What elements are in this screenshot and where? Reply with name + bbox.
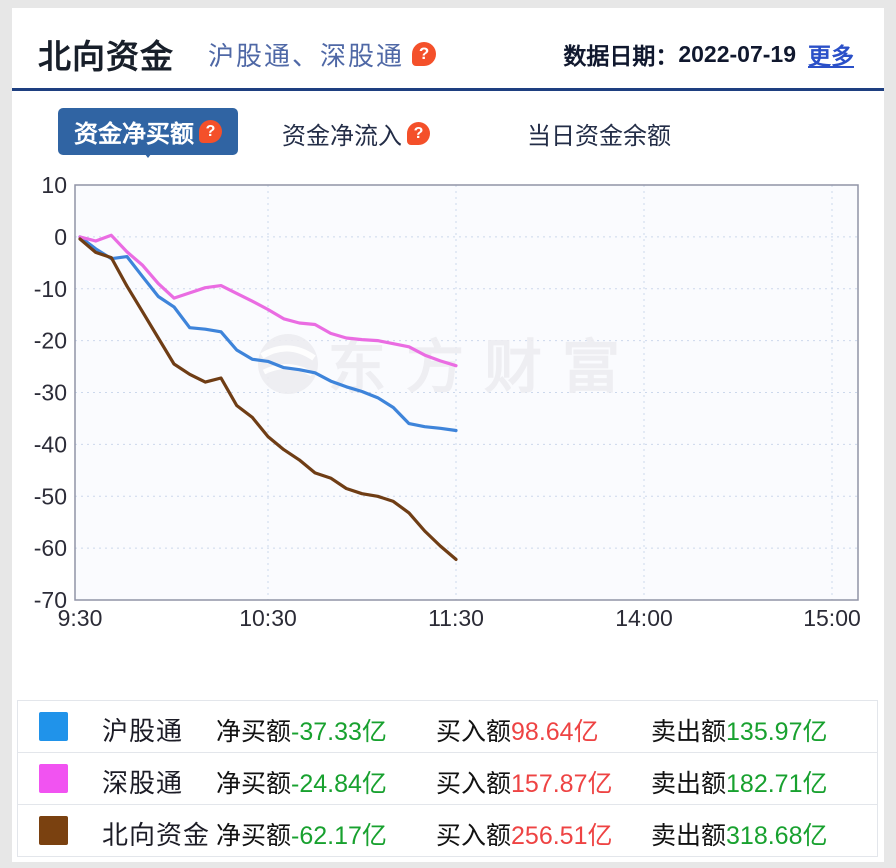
- svg-text:10:30: 10:30: [239, 605, 297, 631]
- series-name: 深股通: [102, 768, 184, 798]
- header: 北向资金 沪股通、深股通 ? 数据日期： 2022-07-19 更多: [12, 8, 884, 80]
- question-mark-icon[interactable]: ?: [407, 122, 430, 145]
- watermark-eastmoney: 东方财富: [258, 334, 640, 400]
- series-line-hugutong: [78, 235, 458, 433]
- svg-text:10: 10: [41, 176, 67, 198]
- svg-text:9:30: 9:30: [58, 605, 103, 631]
- tab-bar: 资金净买额 ? 资金净流入 ? 当日资金余额: [12, 108, 884, 170]
- header-divider: [12, 88, 884, 91]
- sell-stat: 卖出额135.97亿: [651, 718, 828, 746]
- buy-stat: 买入额256.51亿: [436, 822, 613, 850]
- sell-value: 318.68亿: [726, 822, 828, 850]
- series-swatch: [39, 764, 68, 793]
- tab-label: 资金净流入: [282, 123, 402, 150]
- tab-net-inflow[interactable]: 资金净流入 ?: [282, 116, 430, 151]
- svg-text:-10: -10: [34, 276, 67, 302]
- series-line-beixiang: [78, 237, 458, 561]
- page-title: 北向资金: [38, 38, 174, 75]
- question-mark-icon[interactable]: ?: [412, 42, 437, 66]
- page-subtitle: 沪股通、深股通: [208, 40, 405, 71]
- buy-value: 98.64亿: [511, 718, 599, 746]
- svg-text:15:00: 15:00: [803, 605, 861, 631]
- buy-stat: 买入额157.87亿: [436, 770, 613, 798]
- capital-flow-chart: 东方财富 10 0 -10 -20 -30 -40 -50 -60 -70 9:30 10:30 11:…: [16, 176, 880, 640]
- buy-value: 157.87亿: [511, 770, 613, 798]
- svg-text:-60: -60: [34, 535, 67, 561]
- question-mark-icon[interactable]: ?: [199, 120, 222, 143]
- svg-text:-30: -30: [34, 380, 67, 406]
- svg-text:14:00: 14:00: [615, 605, 673, 631]
- legend-row-beixiang: 北向资金 净买额-62.17亿 买入额256.51亿 卖出额318.68亿: [18, 805, 877, 856]
- line-chart-svg: 东方财富 10 0 -10 -20 -30 -40 -50 -60 -709:30 10:30 11:…: [34, 176, 861, 631]
- sell-value: 182.71亿: [726, 770, 828, 798]
- tab-net-buy-amount[interactable]: 资金净买额 ?: [58, 108, 238, 158]
- tab-daily-balance[interactable]: 当日资金余额: [527, 116, 671, 151]
- series-swatch: [39, 712, 68, 741]
- tab-label: 资金净买额: [74, 121, 194, 148]
- net-buy-stat: 净买额-24.84亿: [216, 770, 387, 798]
- series-name: 沪股通: [102, 716, 184, 746]
- y-axis-labels: 10 0 -10 -20 -30 -40 -50 -60 -70: [34, 176, 67, 613]
- more-link[interactable]: 更多: [808, 43, 854, 69]
- sell-stat: 卖出额182.71亿: [651, 770, 828, 798]
- svg-text:-70: -70: [34, 587, 67, 613]
- legend-row-shengutong: 深股通 净买额-24.84亿 买入额157.87亿 卖出额182.71亿: [18, 753, 877, 805]
- series-name: 北向资金: [102, 820, 211, 850]
- x-axis-labels: 9:30 10:30 11:30 14:00 15:00: [58, 605, 861, 631]
- buy-stat: 买入额98.64亿: [436, 718, 599, 746]
- svg-text:11:30: 11:30: [428, 605, 484, 631]
- plot-border: [74, 184, 859, 601]
- buy-value: 256.51亿: [511, 822, 613, 850]
- date-label: 数据日期：: [563, 43, 679, 69]
- svg-text:-40: -40: [34, 431, 67, 457]
- net-buy-value: -24.84亿: [291, 770, 387, 798]
- series-swatch: [39, 816, 68, 845]
- gridlines: [75, 185, 858, 600]
- sell-value: 135.97亿: [726, 718, 828, 746]
- svg-text:-20: -20: [34, 328, 67, 354]
- watermark-text: 东方财富: [328, 335, 640, 400]
- net-buy-value: -37.33亿: [291, 718, 387, 746]
- content-card: 北向资金 沪股通、深股通 ? 数据日期： 2022-07-19 更多 资金净买额…: [12, 8, 884, 862]
- net-buy-stat: 净买额-62.17亿: [216, 822, 387, 850]
- legend-row-hugutong: 沪股通 净买额-37.33亿 买入额98.64亿 卖出额135.97亿: [18, 701, 877, 753]
- series-line-shengutong: [78, 233, 458, 368]
- legend-table: 沪股通 净买额-37.33亿 买入额98.64亿 卖出额135.97亿 深股通 …: [17, 700, 878, 857]
- data-date: 数据日期： 2022-07-19 更多: [563, 37, 854, 71]
- tab-label: 当日资金余额: [527, 123, 671, 150]
- sell-stat: 卖出额318.68亿: [651, 822, 828, 850]
- net-buy-stat: 净买额-37.33亿: [216, 718, 387, 746]
- svg-text:-50: -50: [34, 483, 67, 509]
- net-buy-value: -62.17亿: [291, 822, 387, 850]
- svg-text:0: 0: [54, 224, 67, 250]
- date-value: 2022-07-19: [678, 40, 796, 67]
